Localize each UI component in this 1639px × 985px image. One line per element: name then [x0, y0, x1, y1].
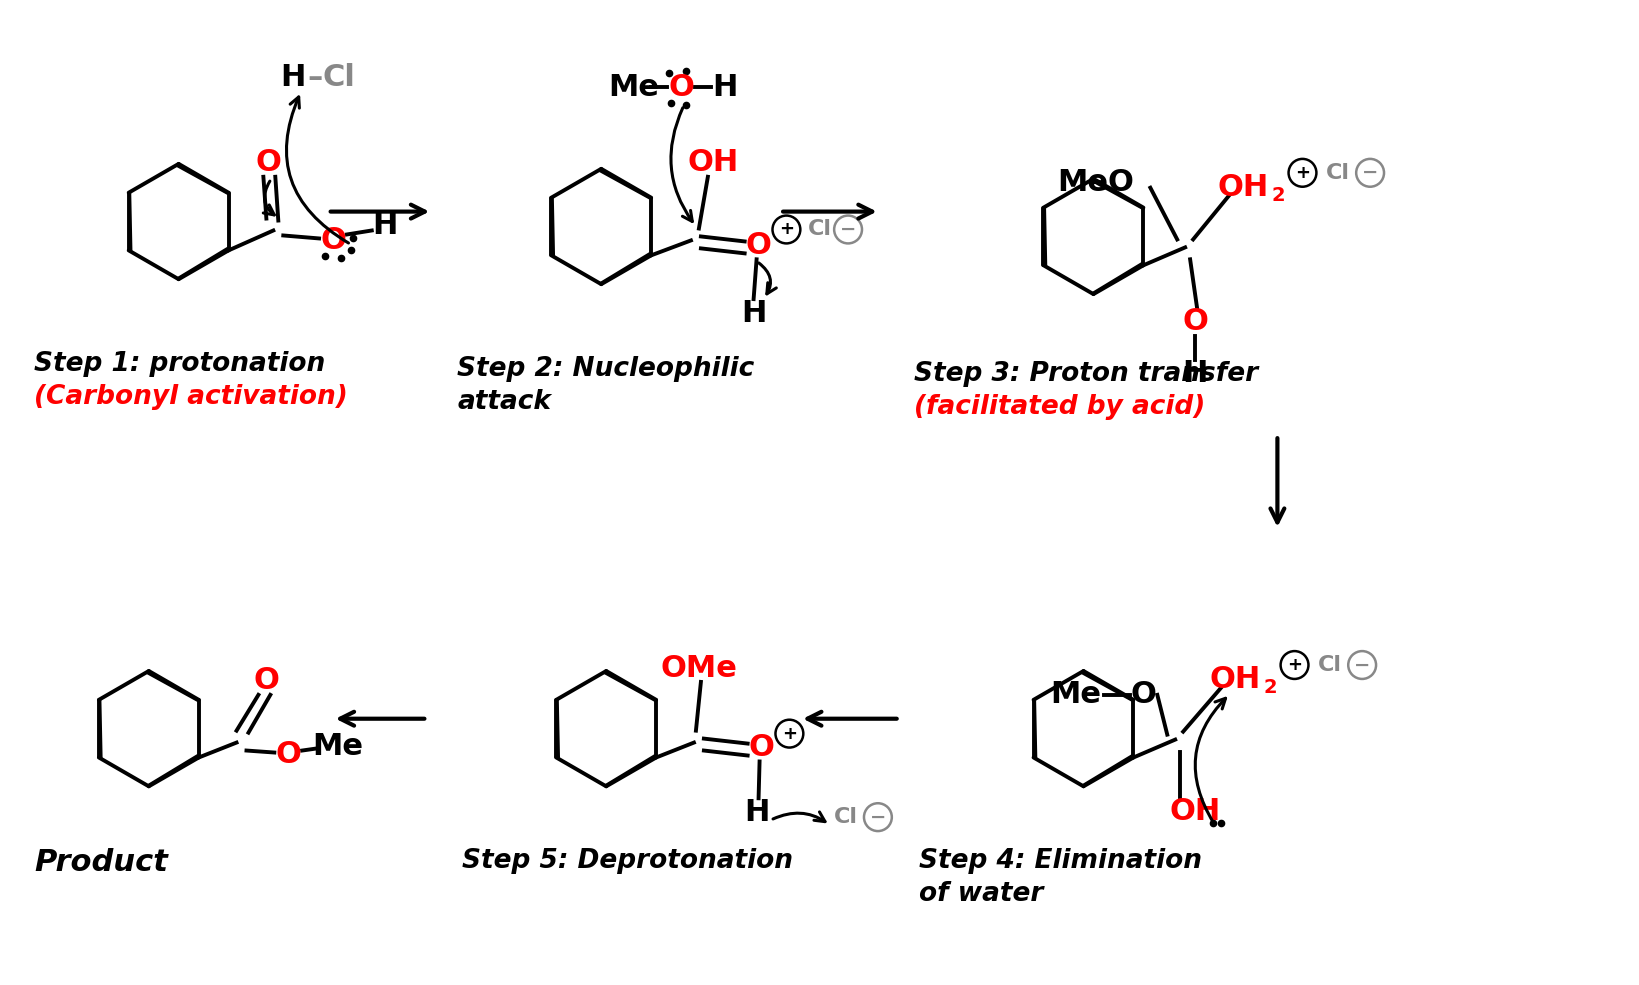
Text: MeO: MeO: [1057, 168, 1134, 197]
Text: H: H: [280, 63, 306, 92]
Text: Product: Product: [34, 848, 169, 877]
Text: Cl: Cl: [323, 63, 356, 92]
Text: O: O: [1131, 681, 1157, 709]
Text: Me: Me: [608, 73, 659, 101]
Text: OH: OH: [1210, 666, 1260, 694]
Text: Me: Me: [1051, 681, 1101, 709]
Text: 2: 2: [1264, 679, 1277, 697]
Text: Cl: Cl: [1318, 655, 1342, 675]
Text: Step 5: Deprotonation: Step 5: Deprotonation: [462, 848, 793, 874]
Text: Cl: Cl: [1326, 163, 1351, 183]
Text: +: +: [1295, 164, 1310, 182]
Text: Cl: Cl: [808, 220, 833, 239]
Text: O: O: [320, 226, 346, 255]
Text: OH: OH: [1218, 173, 1269, 202]
Text: −: −: [1362, 164, 1378, 182]
Text: O: O: [256, 149, 282, 177]
Text: Me: Me: [313, 732, 364, 761]
Text: OH: OH: [687, 149, 739, 177]
Text: +: +: [782, 725, 797, 743]
Text: (facilitated by acid): (facilitated by acid): [915, 394, 1206, 420]
Text: OH: OH: [1170, 797, 1221, 825]
Text: +: +: [779, 221, 793, 238]
Text: O: O: [275, 740, 302, 769]
Text: O: O: [746, 230, 772, 260]
Text: (Carbonyl activation): (Carbonyl activation): [34, 383, 347, 410]
Text: O: O: [749, 733, 775, 762]
Text: O: O: [254, 667, 279, 695]
Text: −: −: [870, 808, 887, 826]
Text: –: –: [308, 63, 323, 92]
Text: O: O: [669, 73, 693, 101]
Text: attack: attack: [457, 389, 551, 415]
Text: Cl: Cl: [834, 807, 859, 827]
Text: Step 2: Nucleophilic: Step 2: Nucleophilic: [457, 356, 754, 382]
Text: OMe: OMe: [661, 653, 738, 683]
Text: of water: of water: [919, 881, 1044, 907]
Text: H: H: [1182, 360, 1208, 388]
Text: Step 3: Proton transfer: Step 3: Proton transfer: [915, 361, 1259, 387]
Text: H: H: [711, 73, 738, 101]
Text: Step 4: Elimination: Step 4: Elimination: [919, 848, 1203, 874]
Text: O: O: [1182, 307, 1208, 337]
Text: H: H: [744, 798, 769, 826]
Text: H: H: [372, 211, 397, 240]
Text: −: −: [839, 220, 856, 239]
Text: 2: 2: [1272, 186, 1285, 205]
Text: +: +: [1287, 656, 1301, 674]
Text: Step 1: protonation: Step 1: protonation: [34, 351, 326, 377]
Text: −: −: [1354, 656, 1370, 675]
Text: H: H: [741, 298, 767, 328]
